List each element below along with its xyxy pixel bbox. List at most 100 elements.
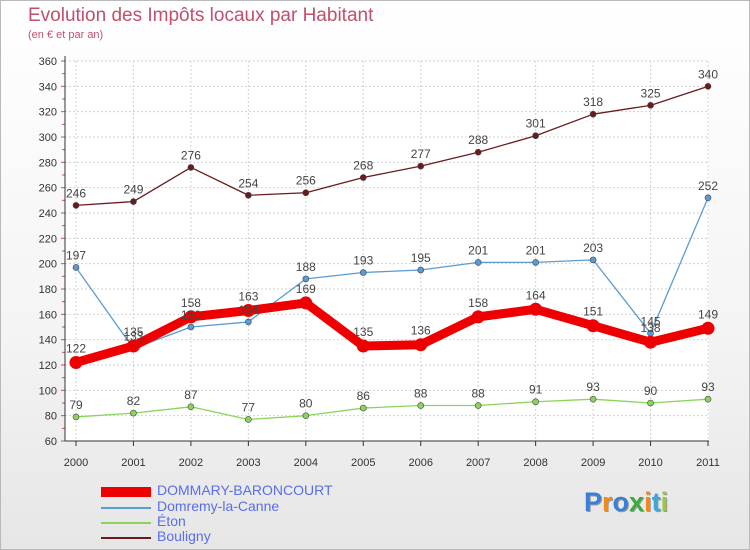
y-tick-label: 220 — [39, 233, 57, 245]
data-label: 163 — [238, 290, 258, 304]
data-label: 268 — [353, 159, 373, 173]
data-label: 318 — [583, 95, 603, 109]
data-label: 164 — [526, 288, 546, 302]
data-point — [532, 132, 539, 140]
data-label: 188 — [296, 260, 316, 274]
data-point — [647, 102, 654, 109]
y-tick-label: 120 — [39, 360, 57, 372]
data-label: 150 — [181, 308, 201, 322]
data-label: 158 — [181, 296, 201, 310]
series-ton — [72, 395, 712, 423]
data-point — [417, 266, 425, 274]
data-label: 122 — [66, 341, 86, 355]
data-point — [187, 164, 195, 171]
series-line-ton — [75, 398, 709, 421]
data-point — [359, 404, 367, 412]
data-label: 149 — [698, 307, 718, 321]
data-label: 90 — [644, 384, 658, 398]
series-domremy-la-canne — [72, 194, 712, 352]
data-point — [245, 191, 252, 199]
series-line-bouligny — [75, 85, 709, 207]
legend-label-dommary-baroncourt: DOMMARY-BARONCOURT — [157, 482, 333, 498]
y-tick-label: 80 — [45, 411, 57, 423]
data-point — [302, 189, 310, 197]
data-label: 249 — [123, 183, 143, 197]
x-tick-label: 2006 — [408, 457, 432, 469]
data-point — [184, 310, 198, 324]
y-tick-label: 320 — [39, 107, 57, 119]
data-label: 340 — [698, 67, 718, 81]
data-labels: 246 249 276 254 256 268 277 288 301 318 325 340 197 1… — [66, 67, 718, 414]
data-point — [589, 256, 597, 264]
data-label: 276 — [181, 148, 201, 162]
x-tick-label: 2000 — [64, 457, 88, 469]
data-label: 86 — [357, 389, 371, 403]
data-point — [72, 413, 80, 421]
y-tick-label: 180 — [39, 284, 57, 296]
data-point — [72, 264, 80, 271]
data-point — [126, 339, 140, 353]
x-tick-label: 2009 — [581, 457, 605, 469]
data-point — [417, 162, 425, 170]
data-point — [187, 403, 195, 411]
data-point — [532, 259, 539, 266]
proxiti-logo: Proxiti — [584, 487, 669, 517]
data-label: 254 — [238, 176, 258, 190]
data-point — [474, 402, 482, 409]
data-label: 201 — [526, 243, 546, 257]
data-label: 77 — [242, 400, 256, 414]
data-point — [644, 335, 658, 349]
data-point — [414, 338, 428, 352]
series-line-domremy-la-canne — [75, 197, 709, 350]
data-label: 301 — [526, 117, 546, 131]
data-point — [589, 110, 597, 118]
series-dommary-baroncourt — [69, 296, 715, 369]
legend-label-bouligny: Bouligny — [157, 528, 211, 544]
data-point — [474, 148, 482, 156]
data-point — [532, 398, 539, 406]
data-label: 195 — [411, 251, 431, 265]
legend-swatch-domremy-la-canne — [101, 507, 151, 509]
data-point — [245, 416, 252, 423]
data-point — [69, 355, 83, 369]
grid — [65, 60, 709, 442]
x-tick-label: 2003 — [236, 457, 260, 469]
data-point — [704, 194, 712, 202]
data-label: 133 — [123, 330, 143, 344]
data-label: 151 — [583, 305, 603, 319]
y-tick-label: 340 — [39, 81, 57, 93]
data-point — [701, 321, 715, 335]
data-label: 193 — [353, 254, 373, 268]
data-label: 154 — [238, 303, 258, 317]
legend-label-eton: Éton — [157, 513, 186, 529]
data-point — [704, 395, 712, 403]
data-label: 158 — [468, 296, 488, 310]
data-label: 91 — [529, 383, 543, 397]
data-label: 256 — [296, 174, 316, 188]
data-label: 88 — [472, 387, 486, 401]
data-label: 277 — [411, 147, 431, 161]
data-point — [647, 399, 654, 407]
data-point — [356, 339, 370, 353]
legend-label-domremy-la-canne: Domremy-la-Canne — [157, 498, 280, 514]
data-label: 145 — [641, 314, 661, 328]
legend-swatch-eton — [101, 522, 151, 524]
data-label: 93 — [701, 380, 715, 394]
data-point — [130, 409, 137, 417]
data-label: 79 — [69, 398, 83, 412]
data-label: 197 — [66, 248, 86, 262]
data-point — [359, 174, 367, 181]
y-tick-label: 300 — [39, 132, 57, 144]
x-tick-label: 2005 — [351, 457, 375, 469]
y-tick-label: 60 — [45, 436, 57, 448]
legend-swatch-dommary-baroncourt — [101, 487, 151, 497]
data-label: 87 — [184, 388, 198, 402]
x-tick-label: 2010 — [638, 457, 662, 469]
series-line-dommary-baroncourt — [71, 298, 713, 367]
data-point — [417, 402, 425, 409]
y-tick-label: 240 — [39, 208, 57, 220]
data-point — [299, 296, 313, 310]
data-label: 93 — [586, 380, 600, 394]
x-tick-label: 2004 — [294, 457, 318, 469]
